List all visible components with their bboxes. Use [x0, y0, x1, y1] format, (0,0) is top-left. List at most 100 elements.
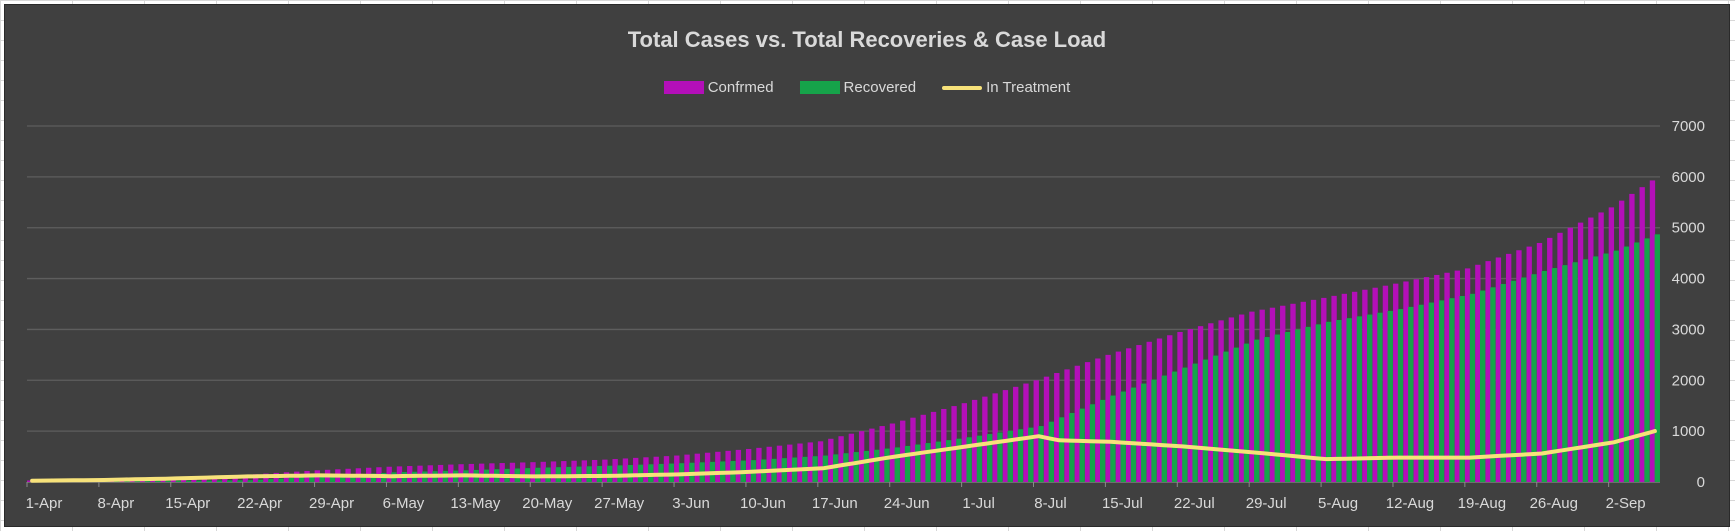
- confirmed-bar: [1434, 274, 1440, 482]
- confirmed-bar: [797, 443, 803, 482]
- confirmed-bar: [930, 411, 937, 482]
- x-tick-label: 8-Jul: [1034, 495, 1067, 512]
- x-tick-label: 19-Aug: [1458, 495, 1506, 512]
- confirmed-bar: [540, 461, 546, 482]
- recovered-bar: [1469, 293, 1476, 482]
- confirmed-bar: [581, 460, 588, 482]
- legend-item-in-treatment: In Treatment: [942, 79, 1070, 96]
- x-tick-label: 1-Apr: [26, 495, 63, 512]
- y-tick-label: 7000: [1672, 118, 1705, 135]
- recovered-bar: [247, 480, 253, 482]
- recovered-bar: [1243, 343, 1250, 482]
- recovered-bar: [1531, 274, 1537, 482]
- legend-label-recovered: Recovered: [843, 79, 917, 96]
- recovered-bar: [915, 444, 921, 482]
- bars: [27, 180, 1660, 483]
- x-tick-label: 13-May: [450, 495, 501, 512]
- confirmed-bar: [1208, 323, 1214, 482]
- recovered-bar: [134, 481, 140, 482]
- confirmed-bar: [869, 428, 875, 482]
- confirmed-bar: [1506, 253, 1512, 482]
- confirmed-bar: [1372, 287, 1378, 482]
- confirmed-bar: [458, 464, 464, 482]
- recovered-bar: [1613, 250, 1619, 482]
- confirmed-bar: [1454, 270, 1460, 482]
- recovered-bar: [884, 448, 890, 482]
- recovered-bar: [935, 441, 942, 482]
- recovered-bar: [863, 450, 870, 482]
- recovered-bar: [1634, 242, 1640, 482]
- confirmed-bar: [1115, 351, 1122, 482]
- legend-label-in-treatment: In Treatment: [986, 79, 1071, 96]
- recovered-bar: [966, 437, 972, 482]
- in-treatment-swatch: [942, 85, 983, 90]
- confirmed-bar: [1249, 311, 1255, 482]
- recovered-bar: [1387, 310, 1393, 482]
- x-axis-ticks: 1-Apr 8-Apr 15-Apr 22-Apr 29-Apr 6-May 13-May 2…: [26, 482, 1646, 512]
- recovered-bar: [1367, 314, 1373, 482]
- confirmed-bar: [1577, 222, 1584, 482]
- recovered-bar: [976, 435, 983, 482]
- confirmed-bar: [725, 450, 731, 482]
- confirmed-bar: [982, 396, 988, 482]
- recovered-bar: [1079, 408, 1085, 482]
- confirmed-bar: [1013, 386, 1019, 482]
- confirmed-bar: [787, 444, 793, 482]
- chart-area[interactable]: 0 1000 2000 3000 4000 5000 6000 7000 1-Apr 8-Apr…: [4, 4, 1730, 527]
- confirmed-bar: [520, 462, 526, 482]
- x-tick-label: 5-Aug: [1318, 495, 1358, 512]
- recovered-bar: [997, 432, 1003, 482]
- confirmed-bar: [992, 393, 998, 482]
- confirmed-bar: [1331, 295, 1337, 482]
- recovered-bar: [1438, 300, 1445, 482]
- y-tick-label: 1000: [1672, 423, 1705, 440]
- confirmed-bar: [684, 454, 690, 482]
- recovered-bar: [1069, 412, 1075, 482]
- recovered-swatch: [799, 81, 840, 94]
- x-tick-label: 15-Jul: [1102, 495, 1143, 512]
- recovered-bar: [196, 480, 202, 482]
- recovered-bar: [237, 480, 243, 482]
- confirmed-bar: [817, 441, 824, 482]
- in-treatment-line: [30, 429, 1657, 483]
- confirmed-bar: [1300, 301, 1306, 482]
- confirmed-bar: [961, 403, 968, 482]
- y-tick-label: 6000: [1672, 169, 1705, 186]
- recovered-bar: [1408, 306, 1414, 482]
- recovered-bar: [925, 443, 931, 482]
- recovered-bar: [1212, 355, 1219, 482]
- confirmed-bar: [663, 456, 670, 482]
- confirmed-bar: [1187, 329, 1193, 482]
- y-tick-label: 4000: [1672, 271, 1705, 288]
- x-tick-label: 8-Apr: [98, 495, 135, 512]
- recovered-bar: [206, 480, 212, 482]
- x-tick-label: 12-Aug: [1386, 495, 1434, 512]
- confirmed-bar: [1269, 307, 1276, 482]
- x-tick-label: 26-Aug: [1530, 495, 1578, 512]
- confirmed-bar: [571, 460, 577, 482]
- recovered-bar: [350, 474, 356, 482]
- confirmed-bar: [1177, 331, 1183, 482]
- recovered-bar: [257, 479, 264, 482]
- recovered-bar: [987, 434, 993, 482]
- recovered-bar: [853, 452, 859, 482]
- confirmed-bar: [694, 453, 700, 482]
- recovered-bar: [1592, 256, 1599, 482]
- confirmed-bar: [1084, 362, 1091, 482]
- recovered-bar: [319, 476, 325, 482]
- x-tick-label: 29-Jul: [1246, 495, 1287, 512]
- y-tick-label: 2000: [1672, 372, 1705, 389]
- confirmed-bar: [951, 406, 957, 482]
- chart-plot: 0 1000 2000 3000 4000 5000 6000 7000 1-Apr 8-Apr…: [26, 118, 1705, 512]
- recovered-bar: [216, 480, 223, 482]
- x-tick-label: 1-Jul: [962, 495, 995, 512]
- confirmed-bar: [828, 438, 834, 482]
- confirmed-bar: [1167, 335, 1173, 482]
- confirmed-bar: [889, 423, 896, 482]
- confirmed-bar: [1618, 200, 1625, 482]
- y-tick-label: 5000: [1672, 220, 1705, 237]
- confirmed-bar: [776, 445, 783, 482]
- confirmed-bar: [838, 436, 844, 482]
- confirmed-bar: [530, 462, 536, 482]
- recovered-bar: [1500, 284, 1506, 482]
